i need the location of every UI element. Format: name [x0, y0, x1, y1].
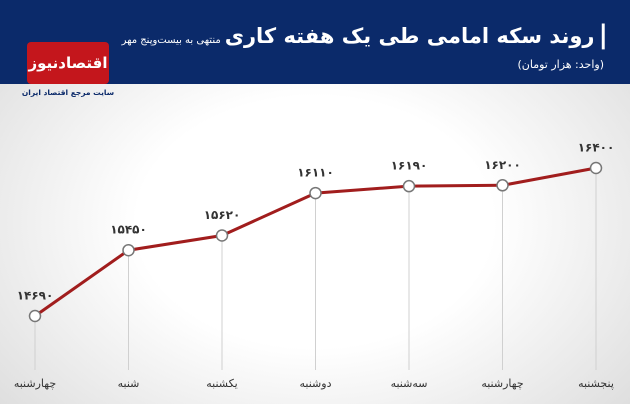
value-label: ۱۶۲۰۰ — [484, 158, 521, 172]
point — [28, 309, 42, 323]
value-label: ۱۴۶۹۰ — [17, 289, 54, 303]
value-label: ۱۵۴۵۰ — [110, 223, 147, 237]
unit-label: (واحد: هزار تومان) — [517, 58, 604, 71]
x-tick-label: یکشنبه — [206, 377, 238, 390]
x-tick-label: دوشنبه — [300, 377, 332, 390]
title-row: | روند سکه امامی طی یک هفته کاری منتهی ب… — [122, 20, 608, 50]
value-label: ۱۶۴۰۰ — [578, 141, 615, 155]
value-label: ۱۶۱۱۰ — [297, 166, 334, 180]
x-tick-label: شنبه — [118, 377, 140, 390]
logo-tagline: سایت مرجع اقتصاد ایران — [21, 88, 115, 97]
point — [122, 243, 135, 257]
value-label: ۱۵۶۲۰ — [204, 208, 241, 222]
point — [402, 179, 416, 193]
point — [589, 161, 603, 175]
title-note: منتهی به بیست‌وپنج مهر — [121, 35, 221, 46]
logo: اقتصادنیوز — [27, 42, 109, 84]
x-tick-label: سه‌شنبه — [391, 377, 428, 390]
value-label: ۱۶۱۹۰ — [391, 159, 428, 173]
divider: | — [598, 20, 609, 50]
x-tick-label: چهارشنبه — [14, 377, 56, 390]
chart-title: روند سکه امامی طی یک هفته کاری — [224, 24, 595, 48]
x-tick-label: چهارشنبه — [481, 377, 523, 390]
point — [309, 186, 322, 200]
point — [496, 179, 509, 192]
point — [215, 229, 229, 242]
x-tick-label: پنجشنبه — [578, 377, 614, 390]
